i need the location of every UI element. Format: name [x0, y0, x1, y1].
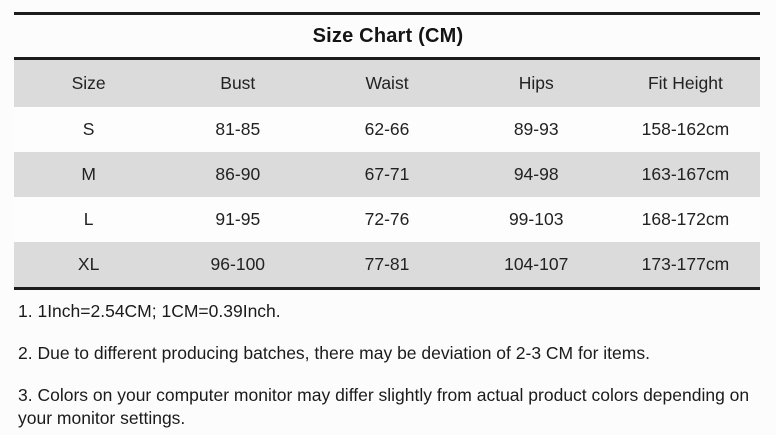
cell-bust: 81-85	[215, 119, 261, 139]
cell-fit-height: 168-172cm	[641, 209, 730, 229]
cell-waist: 62-66	[364, 119, 410, 139]
cell-waist: 77-81	[364, 254, 410, 274]
note-inch-conversion: 1. 1Inch=2.54CM; 1CM=0.39Inch.	[18, 301, 281, 321]
column-header-bust: Bust	[220, 73, 256, 93]
table-row-xl: XL 96-100 77-81 104-107 173-177cm	[14, 242, 760, 287]
table-row-m: M 86-90 67-71 94-98 163-167cm	[14, 152, 760, 197]
table-row-s: S 81-85 62-66 89-93 158-162cm	[14, 107, 760, 152]
column-header-hips: Hips	[518, 73, 554, 93]
title-divider	[14, 57, 760, 60]
cell-bust: 91-95	[215, 209, 261, 229]
cell-size: L	[83, 209, 94, 229]
bottom-divider	[14, 287, 760, 290]
cell-fit-height: 173-177cm	[641, 254, 730, 274]
cell-fit-height: 158-162cm	[641, 119, 730, 139]
cell-size: M	[81, 164, 96, 184]
column-header-fit-height: Fit Height	[647, 73, 723, 93]
cell-size: XL	[77, 254, 100, 274]
cell-fit-height: 163-167cm	[641, 164, 730, 184]
note-batch-deviation: 2. Due to different producing batches, t…	[18, 343, 650, 364]
note-monitor-colors: 3. Colors on your computer monitor may d…	[18, 385, 750, 429]
table-row-l: L 91-95 72-76 99-103 168-172cm	[14, 197, 760, 242]
cell-hips: 99-103	[508, 209, 564, 229]
top-divider	[14, 12, 760, 15]
table-header-row: Size Bust Waist Hips Fit Height	[14, 60, 760, 107]
column-header-size: Size	[71, 73, 106, 93]
cell-waist: 72-76	[364, 209, 410, 229]
column-header-waist: Waist	[365, 73, 409, 93]
cell-hips: 104-107	[504, 254, 569, 274]
footnotes: 1. 1Inch=2.54CM; 1CM=0.39Inch. 2. Due to…	[0, 290, 776, 430]
cell-hips: 94-98	[513, 164, 559, 184]
cell-bust: 96-100	[210, 254, 266, 274]
cell-waist: 67-71	[364, 164, 410, 184]
cell-bust: 86-90	[215, 164, 261, 184]
page-title: Size Chart (CM)	[312, 24, 464, 47]
cell-hips: 89-93	[513, 119, 559, 139]
cell-size: S	[82, 119, 95, 139]
size-table: Size Bust Waist Hips Fit Height S 81-85 …	[14, 60, 760, 287]
